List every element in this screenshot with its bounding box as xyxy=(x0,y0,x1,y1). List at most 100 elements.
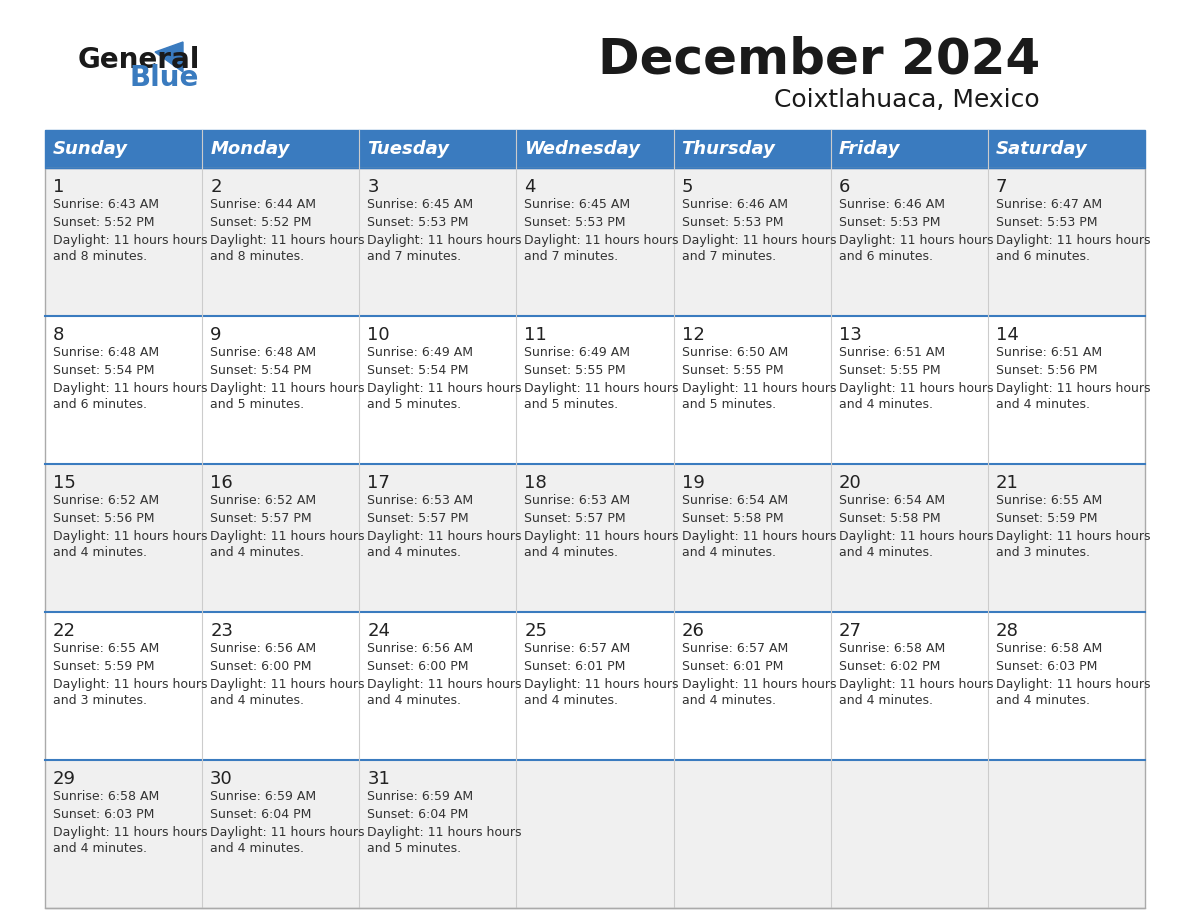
Text: and 5 minutes.: and 5 minutes. xyxy=(367,398,461,411)
Text: Sunset: 6:01 PM: Sunset: 6:01 PM xyxy=(682,660,783,673)
Text: and 7 minutes.: and 7 minutes. xyxy=(682,250,776,263)
Text: and 7 minutes.: and 7 minutes. xyxy=(367,250,461,263)
Text: and 5 minutes.: and 5 minutes. xyxy=(210,398,304,411)
Bar xyxy=(45,464,1145,612)
Text: Daylight: 11 hours hours: Daylight: 11 hours hours xyxy=(524,234,678,247)
Text: Daylight: 11 hours hours: Daylight: 11 hours hours xyxy=(682,382,836,395)
Text: General: General xyxy=(78,46,201,74)
Text: 14: 14 xyxy=(996,326,1019,344)
Text: Monday: Monday xyxy=(210,140,290,158)
Text: 7: 7 xyxy=(996,178,1007,196)
Text: Sunrise: 6:56 AM: Sunrise: 6:56 AM xyxy=(210,642,316,655)
Text: Daylight: 11 hours hours: Daylight: 11 hours hours xyxy=(839,530,993,543)
Text: 11: 11 xyxy=(524,326,548,344)
Text: Sunset: 5:53 PM: Sunset: 5:53 PM xyxy=(524,216,626,229)
Text: Friday: Friday xyxy=(839,140,901,158)
Text: Sunrise: 6:48 AM: Sunrise: 6:48 AM xyxy=(53,346,159,359)
Text: and 8 minutes.: and 8 minutes. xyxy=(53,250,147,263)
Text: Daylight: 11 hours hours: Daylight: 11 hours hours xyxy=(367,382,522,395)
Text: Sunset: 6:04 PM: Sunset: 6:04 PM xyxy=(367,808,468,821)
Text: 6: 6 xyxy=(839,178,851,196)
Text: Daylight: 11 hours hours: Daylight: 11 hours hours xyxy=(210,382,365,395)
Text: 26: 26 xyxy=(682,622,704,640)
Bar xyxy=(988,130,1145,168)
Text: Daylight: 11 hours hours: Daylight: 11 hours hours xyxy=(839,234,993,247)
Text: Sunset: 5:55 PM: Sunset: 5:55 PM xyxy=(524,364,626,377)
Text: and 4 minutes.: and 4 minutes. xyxy=(996,398,1089,411)
Text: Sunset: 6:00 PM: Sunset: 6:00 PM xyxy=(210,660,311,673)
Text: and 4 minutes.: and 4 minutes. xyxy=(682,694,776,707)
Text: Sunrise: 6:46 AM: Sunrise: 6:46 AM xyxy=(839,198,944,211)
Text: and 7 minutes.: and 7 minutes. xyxy=(524,250,619,263)
Text: Daylight: 11 hours hours: Daylight: 11 hours hours xyxy=(996,678,1150,691)
Text: and 6 minutes.: and 6 minutes. xyxy=(996,250,1089,263)
Text: Sunset: 5:57 PM: Sunset: 5:57 PM xyxy=(210,512,311,525)
Text: Sunrise: 6:55 AM: Sunrise: 6:55 AM xyxy=(53,642,159,655)
Text: Sunrise: 6:49 AM: Sunrise: 6:49 AM xyxy=(524,346,631,359)
Text: Sunrise: 6:45 AM: Sunrise: 6:45 AM xyxy=(367,198,473,211)
Text: Sunset: 5:52 PM: Sunset: 5:52 PM xyxy=(210,216,311,229)
Text: and 4 minutes.: and 4 minutes. xyxy=(367,546,461,559)
Text: Sunset: 5:53 PM: Sunset: 5:53 PM xyxy=(996,216,1098,229)
Text: Sunset: 5:55 PM: Sunset: 5:55 PM xyxy=(682,364,783,377)
Text: Sunrise: 6:54 AM: Sunrise: 6:54 AM xyxy=(682,494,788,507)
Text: 29: 29 xyxy=(53,770,76,788)
Text: Daylight: 11 hours hours: Daylight: 11 hours hours xyxy=(53,382,208,395)
Text: Sunset: 5:57 PM: Sunset: 5:57 PM xyxy=(524,512,626,525)
Text: Sunrise: 6:46 AM: Sunrise: 6:46 AM xyxy=(682,198,788,211)
Text: and 5 minutes.: and 5 minutes. xyxy=(367,842,461,855)
Text: Sunrise: 6:57 AM: Sunrise: 6:57 AM xyxy=(524,642,631,655)
Text: Daylight: 11 hours hours: Daylight: 11 hours hours xyxy=(682,678,836,691)
Text: Tuesday: Tuesday xyxy=(367,140,449,158)
Text: Sunset: 5:54 PM: Sunset: 5:54 PM xyxy=(53,364,154,377)
Text: Daylight: 11 hours hours: Daylight: 11 hours hours xyxy=(210,678,365,691)
Text: Sunrise: 6:50 AM: Sunrise: 6:50 AM xyxy=(682,346,788,359)
Text: Sunrise: 6:48 AM: Sunrise: 6:48 AM xyxy=(210,346,316,359)
Text: Daylight: 11 hours hours: Daylight: 11 hours hours xyxy=(839,678,993,691)
Text: Daylight: 11 hours hours: Daylight: 11 hours hours xyxy=(210,234,365,247)
Text: Daylight: 11 hours hours: Daylight: 11 hours hours xyxy=(524,530,678,543)
Text: Sunrise: 6:59 AM: Sunrise: 6:59 AM xyxy=(210,790,316,803)
Text: Sunrise: 6:43 AM: Sunrise: 6:43 AM xyxy=(53,198,159,211)
Text: and 4 minutes.: and 4 minutes. xyxy=(210,546,304,559)
Text: Sunset: 5:54 PM: Sunset: 5:54 PM xyxy=(367,364,469,377)
Text: and 6 minutes.: and 6 minutes. xyxy=(53,398,147,411)
Text: Thursday: Thursday xyxy=(682,140,776,158)
Text: and 8 minutes.: and 8 minutes. xyxy=(210,250,304,263)
Text: 10: 10 xyxy=(367,326,390,344)
Text: Daylight: 11 hours hours: Daylight: 11 hours hours xyxy=(996,234,1150,247)
Text: and 4 minutes.: and 4 minutes. xyxy=(53,842,147,855)
Text: and 4 minutes.: and 4 minutes. xyxy=(210,694,304,707)
Text: Daylight: 11 hours hours: Daylight: 11 hours hours xyxy=(996,530,1150,543)
Text: Sunday: Sunday xyxy=(53,140,128,158)
Text: 22: 22 xyxy=(53,622,76,640)
Bar xyxy=(45,130,202,168)
Text: Sunrise: 6:54 AM: Sunrise: 6:54 AM xyxy=(839,494,944,507)
Text: Saturday: Saturday xyxy=(996,140,1087,158)
Text: 17: 17 xyxy=(367,474,390,492)
Bar xyxy=(45,760,1145,908)
Text: Sunrise: 6:55 AM: Sunrise: 6:55 AM xyxy=(996,494,1102,507)
Text: 8: 8 xyxy=(53,326,64,344)
Text: Sunset: 5:58 PM: Sunset: 5:58 PM xyxy=(839,512,941,525)
Text: Daylight: 11 hours hours: Daylight: 11 hours hours xyxy=(367,678,522,691)
Text: Sunrise: 6:45 AM: Sunrise: 6:45 AM xyxy=(524,198,631,211)
Bar xyxy=(45,168,1145,316)
Text: Sunrise: 6:59 AM: Sunrise: 6:59 AM xyxy=(367,790,473,803)
Text: 16: 16 xyxy=(210,474,233,492)
Text: Daylight: 11 hours hours: Daylight: 11 hours hours xyxy=(210,826,365,839)
Text: and 4 minutes.: and 4 minutes. xyxy=(367,694,461,707)
Text: Sunrise: 6:44 AM: Sunrise: 6:44 AM xyxy=(210,198,316,211)
Text: Sunrise: 6:52 AM: Sunrise: 6:52 AM xyxy=(53,494,159,507)
Text: 13: 13 xyxy=(839,326,861,344)
Text: Coixtlahuaca, Mexico: Coixtlahuaca, Mexico xyxy=(775,88,1040,112)
Text: Sunset: 6:00 PM: Sunset: 6:00 PM xyxy=(367,660,469,673)
Text: Sunset: 5:59 PM: Sunset: 5:59 PM xyxy=(53,660,154,673)
Text: Daylight: 11 hours hours: Daylight: 11 hours hours xyxy=(53,530,208,543)
Text: Sunset: 5:56 PM: Sunset: 5:56 PM xyxy=(996,364,1098,377)
Text: 5: 5 xyxy=(682,178,693,196)
Bar xyxy=(45,130,1145,168)
Text: Sunset: 6:03 PM: Sunset: 6:03 PM xyxy=(996,660,1098,673)
Text: Daylight: 11 hours hours: Daylight: 11 hours hours xyxy=(210,530,365,543)
Text: and 4 minutes.: and 4 minutes. xyxy=(524,694,619,707)
